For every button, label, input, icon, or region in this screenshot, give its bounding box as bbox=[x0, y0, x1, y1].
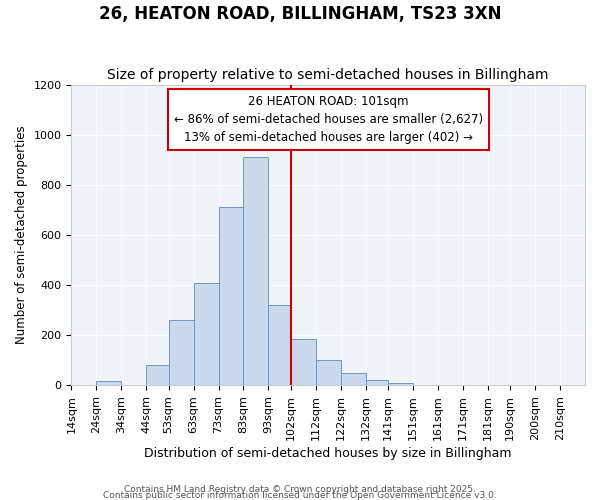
Text: 26 HEATON ROAD: 101sqm
← 86% of semi-detached houses are smaller (2,627)
13% of : 26 HEATON ROAD: 101sqm ← 86% of semi-det… bbox=[173, 95, 483, 144]
Bar bbox=[413, 384, 438, 386]
Bar bbox=[316, 360, 341, 386]
Bar bbox=[146, 366, 169, 386]
Text: Contains HM Land Registry data © Crown copyright and database right 2025.: Contains HM Land Registry data © Crown c… bbox=[124, 486, 476, 494]
Bar bbox=[244, 157, 268, 386]
Y-axis label: Number of semi-detached properties: Number of semi-detached properties bbox=[15, 126, 28, 344]
Text: 26, HEATON ROAD, BILLINGHAM, TS23 3XN: 26, HEATON ROAD, BILLINGHAM, TS23 3XN bbox=[99, 5, 501, 23]
Text: Contains public sector information licensed under the Open Government Licence v3: Contains public sector information licen… bbox=[103, 492, 497, 500]
Bar bbox=[218, 208, 244, 386]
Bar bbox=[365, 380, 388, 386]
Bar bbox=[341, 373, 365, 386]
Bar bbox=[194, 282, 218, 386]
Bar bbox=[388, 384, 413, 386]
Bar bbox=[438, 385, 463, 386]
Bar bbox=[97, 381, 121, 386]
Bar bbox=[169, 320, 194, 386]
Bar bbox=[291, 339, 316, 386]
Title: Size of property relative to semi-detached houses in Billingham: Size of property relative to semi-detach… bbox=[107, 68, 549, 82]
Bar bbox=[71, 385, 97, 386]
X-axis label: Distribution of semi-detached houses by size in Billingham: Distribution of semi-detached houses by … bbox=[145, 447, 512, 460]
Bar bbox=[268, 305, 291, 386]
